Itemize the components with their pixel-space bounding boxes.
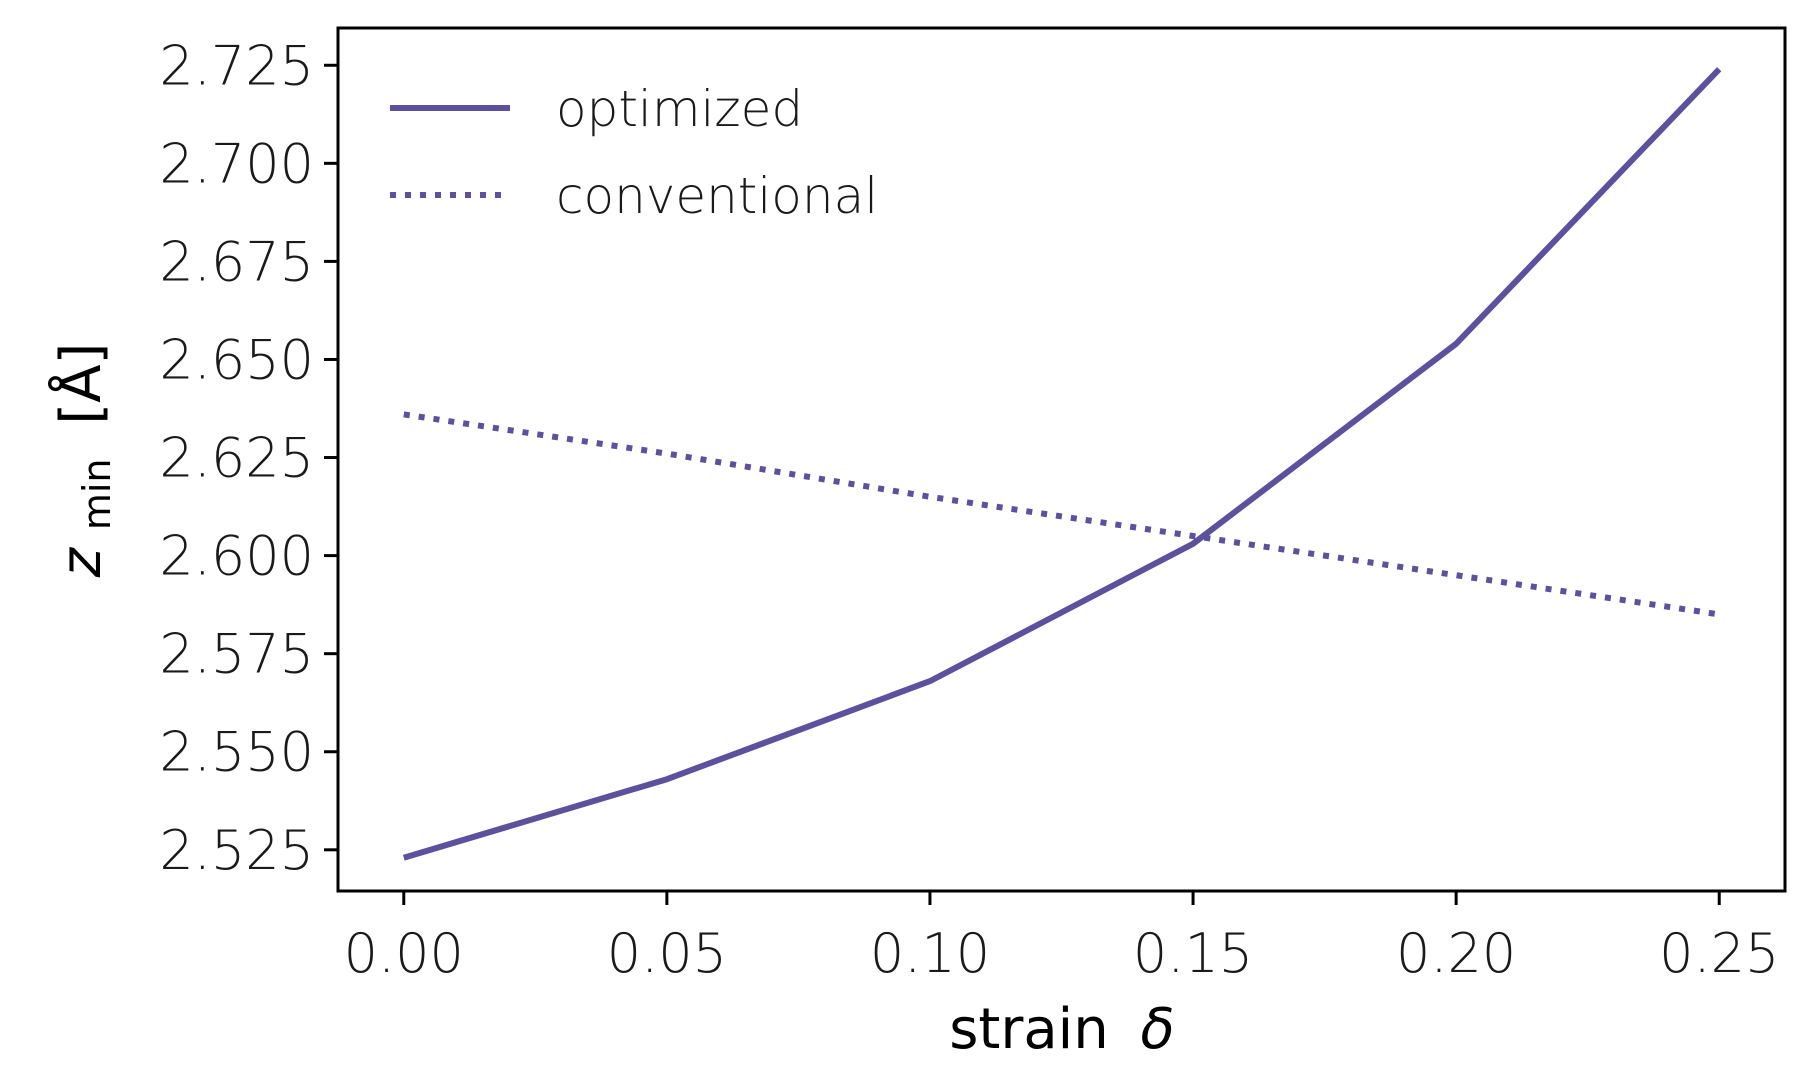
y-tick-label: 2.725 <box>159 34 314 97</box>
y-axis-label: z min [Å] <box>48 343 124 579</box>
y-tick-label: 2.600 <box>159 525 314 588</box>
y-axis-label-sub: min <box>75 458 119 530</box>
plot-frame <box>336 26 1787 893</box>
y-tick-label: 2.575 <box>159 623 314 686</box>
y-tick-label: 2.650 <box>159 328 314 391</box>
x-tick-label: 0.00 <box>344 922 464 985</box>
x-axis-ticks: 0.00 0.05 0.10 0.15 0.20 0.25 <box>344 891 1779 985</box>
y-axis-ticks: 2.525 2.550 2.575 2.600 2.625 2.650 2.675 2.700… <box>159 34 338 882</box>
y-tick-label: 2.525 <box>159 819 314 882</box>
x-axis-label-symbol: δ <box>1141 997 1175 1062</box>
legend-label-conventional: conventional <box>556 167 878 225</box>
x-tick-label: 0.10 <box>870 922 990 985</box>
x-axis-label: strain δ <box>949 997 1175 1062</box>
series-layer <box>402 67 1722 861</box>
x-axis-label-text: strain <box>949 997 1109 1062</box>
y-tick-label: 2.550 <box>159 721 314 784</box>
series-line-optimized <box>402 67 1722 861</box>
x-tick-label: 0.20 <box>1396 922 1516 985</box>
legend: optimized conventional <box>390 80 878 225</box>
y-tick-label: 2.625 <box>159 427 314 490</box>
legend-label-optimized: optimized <box>556 80 803 138</box>
x-tick-label: 0.25 <box>1659 922 1779 985</box>
x-tick-label: 0.15 <box>1133 922 1253 985</box>
y-tick-label: 2.700 <box>159 132 314 195</box>
x-tick-label: 0.05 <box>607 922 727 985</box>
y-tick-label: 2.675 <box>159 230 314 293</box>
series-line-conventional <box>403 411 1720 618</box>
y-axis-label-unit: [Å] <box>48 343 114 425</box>
y-axis-label-main: z <box>49 546 114 578</box>
